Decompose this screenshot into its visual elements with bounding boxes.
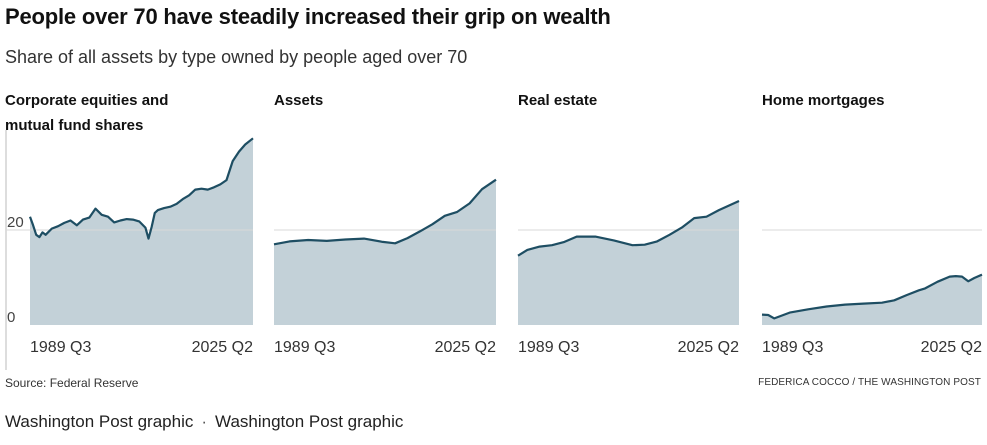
area-series-1	[30, 138, 253, 325]
area-series-4	[762, 274, 982, 325]
panel-title-home-mortgages: Home mortgages	[762, 88, 885, 113]
chart-title: People over 70 have steadily increased t…	[5, 4, 611, 29]
caption-left: Washington Post graphic	[5, 412, 194, 431]
source-note: Source: Federal Reserve	[5, 376, 139, 390]
panel-title-real-estate: Real estate	[518, 88, 597, 113]
line-series-4	[761, 273, 983, 320]
credit-note: FEDERICA COCCO / THE WASHINGTON POST	[758, 377, 981, 388]
x-tick-label-end: 2025 Q2	[192, 339, 253, 356]
area-series-3	[518, 201, 739, 325]
panel-title-equities: Corporate equities and mutual fund share…	[5, 88, 168, 138]
panel-title-line: Home mortgages	[762, 92, 885, 109]
caption-separator: ·	[201, 412, 208, 431]
panel-title-assets: Assets	[274, 88, 323, 113]
panel-title-line: Corporate equities and	[5, 92, 169, 109]
x-tick-label-end: 2025 Q2	[678, 339, 739, 356]
y-tick-label: 20	[7, 214, 24, 231]
line-series-3	[517, 199, 740, 257]
panel-title-line: Real estate	[518, 92, 598, 109]
x-tick-label-start: 1989 Q3	[518, 339, 579, 356]
chart-subtitle: Share of all assets by type owned by peo…	[5, 47, 468, 67]
caption-right: Washington Post graphic	[215, 412, 404, 431]
x-tick-label-end: 2025 Q2	[435, 339, 496, 356]
panel-title-line: Assets	[274, 92, 324, 109]
panel-title-line: mutual fund shares	[5, 117, 144, 134]
line-series-1	[28, 137, 254, 240]
line-series-2	[273, 178, 497, 246]
area-series-2	[274, 179, 496, 325]
y-tick-label: 0	[7, 309, 15, 326]
image-caption: Washington Post graphic · Washington Post …	[5, 412, 403, 432]
x-tick-label-start: 1989 Q3	[30, 339, 91, 356]
x-tick-label-start: 1989 Q3	[762, 339, 823, 356]
x-tick-label-end: 2025 Q2	[921, 339, 982, 356]
x-tick-label-start: 1989 Q3	[274, 339, 335, 356]
